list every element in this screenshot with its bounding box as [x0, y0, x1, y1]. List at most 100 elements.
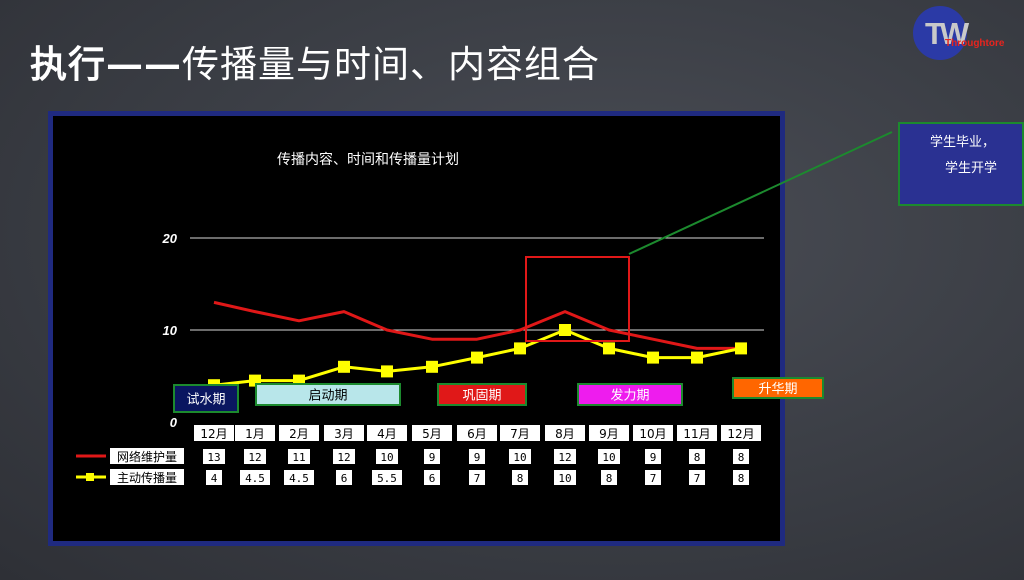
- callout-line-2: 学生开学: [945, 161, 998, 176]
- value-cell: [203, 449, 225, 464]
- legend-label: 网络维护量: [117, 449, 177, 464]
- highlight-box: [525, 256, 630, 342]
- value-cell: [469, 470, 485, 485]
- slide-title-bold: 执行——: [30, 42, 182, 86]
- value-label: 8: [738, 451, 745, 464]
- value-label: 12: [337, 451, 350, 464]
- category-label: 9月: [599, 427, 619, 441]
- category-cell: [677, 425, 717, 441]
- value-cell: [733, 470, 749, 485]
- value-label: 8: [517, 472, 524, 485]
- category-cell: [324, 425, 364, 441]
- data-point-active: [647, 351, 659, 364]
- phase-label: 升华期: [758, 382, 797, 397]
- category-label: 12月: [200, 427, 227, 441]
- value-label: 12: [558, 451, 571, 464]
- value-cell: [554, 470, 576, 485]
- value-label: 10: [513, 451, 526, 464]
- value-cell: [244, 449, 266, 464]
- category-cell: [235, 425, 275, 441]
- data-point-active: [691, 351, 703, 364]
- value-cell: [424, 470, 440, 485]
- value-label: 4.5: [245, 472, 265, 485]
- phase-box: [732, 377, 824, 399]
- value-label: 10: [602, 451, 615, 464]
- category-label: 2月: [289, 427, 309, 441]
- logo-mark: TW: [925, 16, 969, 51]
- data-point-active: [603, 342, 615, 355]
- value-label: 9: [474, 451, 481, 464]
- value-label: 8: [606, 472, 613, 485]
- category-cell: [457, 425, 497, 441]
- legend-cell: [110, 448, 184, 464]
- value-cell: [733, 449, 749, 464]
- data-point-active: [338, 360, 350, 373]
- value-label: 7: [694, 472, 701, 485]
- value-cell: [206, 470, 222, 485]
- value-label: 9: [429, 451, 436, 464]
- phase-label: 发力期: [610, 388, 649, 404]
- value-label: 8: [738, 472, 745, 485]
- legend-label: 主动传播量: [117, 470, 177, 485]
- phase-label: 巩固期: [462, 389, 501, 404]
- logo-circle: [913, 6, 967, 60]
- category-cell: [589, 425, 629, 441]
- value-cell: [240, 470, 270, 485]
- category-label: 4月: [377, 427, 397, 441]
- value-label: 4: [211, 472, 218, 485]
- series-line-maintenance: [213, 300, 741, 350]
- category-label: 12月: [727, 427, 754, 441]
- value-cell: [372, 470, 402, 485]
- value-label: 6: [341, 472, 348, 485]
- category-label: 1月: [245, 427, 265, 441]
- value-label: 13: [207, 451, 220, 464]
- phase-box: [577, 383, 683, 406]
- category-cell: [412, 425, 452, 441]
- value-cell: [509, 449, 531, 464]
- value-label: 7: [474, 472, 481, 485]
- category-cell: [500, 425, 540, 441]
- category-cell: [279, 425, 319, 441]
- value-label: 11: [292, 451, 305, 464]
- data-point-active: [559, 324, 571, 336]
- value-cell: [645, 449, 661, 464]
- value-label: 7: [650, 472, 657, 485]
- data-point-active: [381, 365, 393, 378]
- chart-title: 传播内容、时间和传播量计划: [277, 151, 459, 168]
- value-cell: [689, 470, 705, 485]
- phase-box: [173, 384, 239, 413]
- category-label: 11月: [683, 427, 710, 441]
- value-label: 12: [248, 451, 261, 464]
- value-cell: [554, 449, 576, 464]
- value-label: 4.5: [289, 472, 309, 485]
- logo-text: Throughtore: [945, 38, 1005, 49]
- callout-line-1: 学生毕业，: [930, 135, 996, 150]
- value-cell: [288, 449, 310, 464]
- value-cell: [689, 449, 705, 464]
- category-cell: [367, 425, 407, 441]
- category-label: 6月: [467, 427, 487, 441]
- legend-marker: [86, 473, 94, 481]
- category-label: 8月: [555, 427, 575, 441]
- value-cell: [376, 449, 398, 464]
- legend-cell: [110, 469, 184, 485]
- value-label: 9: [650, 451, 657, 464]
- phase-label: 试水期: [186, 393, 225, 408]
- category-label: 5月: [422, 427, 442, 441]
- phase-box: [437, 383, 527, 406]
- value-cell: [645, 470, 661, 485]
- value-cell: [601, 470, 617, 485]
- value-cell: [424, 449, 440, 464]
- data-point-active: [735, 342, 747, 355]
- data-point-active: [471, 351, 483, 364]
- data-point-active: [514, 342, 526, 355]
- slide-title: 执行——传播量与时间、内容组合: [30, 34, 600, 88]
- category-label: 3月: [334, 427, 354, 441]
- value-label: 10: [380, 451, 393, 464]
- company-logo: TW Throughtore: [905, 2, 1024, 62]
- callout-connector: [628, 131, 893, 255]
- value-cell: [512, 470, 528, 485]
- category-cell: [721, 425, 761, 441]
- slide-title-rest: 传播量与时间、内容组合: [182, 43, 600, 86]
